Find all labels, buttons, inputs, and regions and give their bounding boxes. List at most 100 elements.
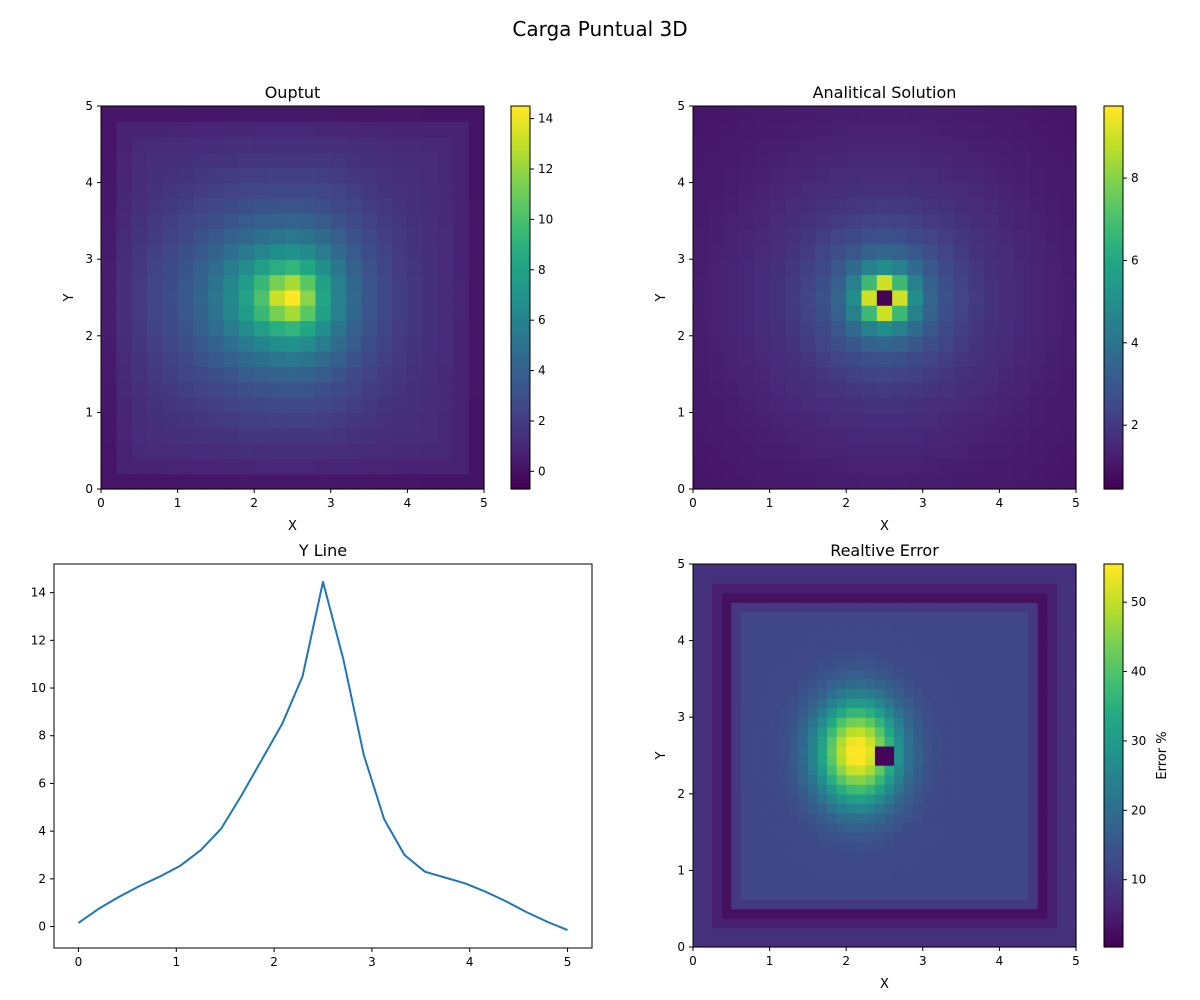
heatmap-cell — [162, 167, 179, 184]
heatmap-cell — [721, 832, 732, 843]
heatmap-cell — [922, 755, 933, 766]
heatmap-cell — [779, 602, 790, 613]
heatmap-cell — [1028, 631, 1039, 642]
heatmap-cell — [407, 136, 424, 153]
heatmap-cell — [999, 927, 1010, 939]
heatmap-cell — [1045, 397, 1062, 413]
heatmap-cell — [951, 841, 962, 852]
colorbar-segment — [1104, 608, 1123, 613]
colorbar-segment — [1104, 287, 1123, 292]
heatmap-cell — [970, 841, 981, 852]
heatmap-cell — [907, 351, 924, 368]
heatmap-cell — [1008, 621, 1020, 632]
heatmap-cell — [208, 197, 225, 214]
heatmap-cell — [894, 784, 905, 795]
heatmap-cell — [865, 841, 876, 852]
heatmap-cell — [208, 473, 225, 490]
colorbar-segment — [511, 412, 530, 417]
heatmap-cell — [740, 860, 752, 871]
heatmap-cell — [817, 717, 828, 728]
heatmap-cell — [817, 832, 828, 843]
heatmap-cell — [999, 736, 1010, 747]
heatmap-cell — [941, 717, 953, 728]
heatmap-cell — [1030, 197, 1046, 214]
heatmap-cell — [941, 889, 953, 900]
colorbar-segment — [511, 319, 530, 324]
heatmap-cell — [861, 381, 878, 398]
heatmap-cell — [131, 320, 148, 337]
colorbar-tick-label: 50 — [1131, 595, 1146, 609]
heatmap-cell — [798, 908, 809, 919]
heatmap-cell — [1030, 397, 1046, 413]
heatmap-cell — [376, 289, 393, 306]
heatmap-cell — [1066, 736, 1077, 747]
heatmap-cell — [827, 812, 838, 824]
heatmap-cell — [941, 908, 953, 919]
heatmap-cell — [1008, 908, 1020, 919]
heatmap-cell — [1028, 669, 1039, 680]
heatmap-cell — [101, 213, 117, 230]
heatmap-cell — [1030, 381, 1046, 398]
colorbar-segment — [1104, 220, 1123, 225]
heatmap-cell — [968, 473, 985, 490]
heatmap-cell — [999, 899, 1010, 910]
heatmap-cell — [708, 458, 725, 475]
colorbar-tick-label: 4 — [538, 364, 546, 378]
heatmap-cell — [892, 259, 909, 276]
heatmap-cell — [817, 611, 828, 623]
heatmap-cell — [693, 213, 709, 230]
heatmap-cell — [330, 320, 347, 337]
heatmap-cell — [784, 412, 801, 429]
heatmap-cell — [1047, 678, 1058, 690]
heatmap-cell — [192, 121, 209, 138]
heatmap-cell — [702, 889, 713, 900]
heatmap-cell — [116, 335, 133, 352]
heatmap-cell — [984, 335, 1000, 352]
heatmap-cell — [101, 335, 117, 352]
analytical-xlabel: X — [880, 519, 889, 534]
heatmap-cell — [723, 289, 740, 306]
heatmap-cell — [1018, 611, 1029, 623]
heatmap-cell — [903, 688, 914, 699]
heatmap-cell — [961, 879, 972, 891]
heatmap-cell — [836, 573, 847, 584]
heatmap-cell — [784, 197, 801, 214]
heatmap-cell — [1014, 106, 1031, 122]
heatmap-cell — [1008, 736, 1020, 747]
heatmap-cell — [876, 197, 893, 214]
heatmap-cell — [708, 427, 725, 444]
heatmap-cell — [1045, 274, 1062, 291]
heatmap-cell — [223, 151, 240, 168]
heatmap-cell — [788, 736, 799, 747]
heatmap-cell — [999, 640, 1010, 651]
heatmap-cell — [1008, 793, 1020, 804]
heatmap-cell — [769, 937, 780, 948]
heatmap-cell — [754, 228, 771, 245]
heatmap-cell — [788, 889, 799, 900]
heatmap-cell — [300, 151, 317, 168]
heatmap-cell — [453, 121, 470, 138]
heatmap-cell — [892, 351, 909, 368]
colorbar-segment — [1104, 838, 1123, 843]
heatmap-cell — [438, 151, 454, 168]
heatmap-cell — [970, 621, 981, 632]
heatmap-cell — [769, 151, 786, 168]
heatmap-cell — [269, 259, 286, 276]
heatmap-cell — [865, 793, 876, 804]
heatmap-cell — [968, 427, 985, 444]
heatmap-cell — [980, 841, 991, 852]
heatmap-cell — [815, 473, 832, 490]
colorbar-segment — [1104, 825, 1123, 830]
heatmap-cell — [238, 182, 255, 199]
heatmap-cell — [970, 726, 981, 737]
heatmap-cell — [984, 443, 1000, 459]
heatmap-cell — [951, 784, 962, 795]
heatmap-cell — [913, 678, 924, 690]
heatmap-cell — [693, 583, 704, 594]
heatmap-cell — [162, 182, 179, 199]
heatmap-cell — [750, 774, 761, 785]
heatmap-cell — [453, 397, 470, 413]
heatmap-cell — [238, 335, 255, 352]
heatmap-cell — [827, 621, 838, 632]
heatmap-cell — [223, 213, 240, 230]
